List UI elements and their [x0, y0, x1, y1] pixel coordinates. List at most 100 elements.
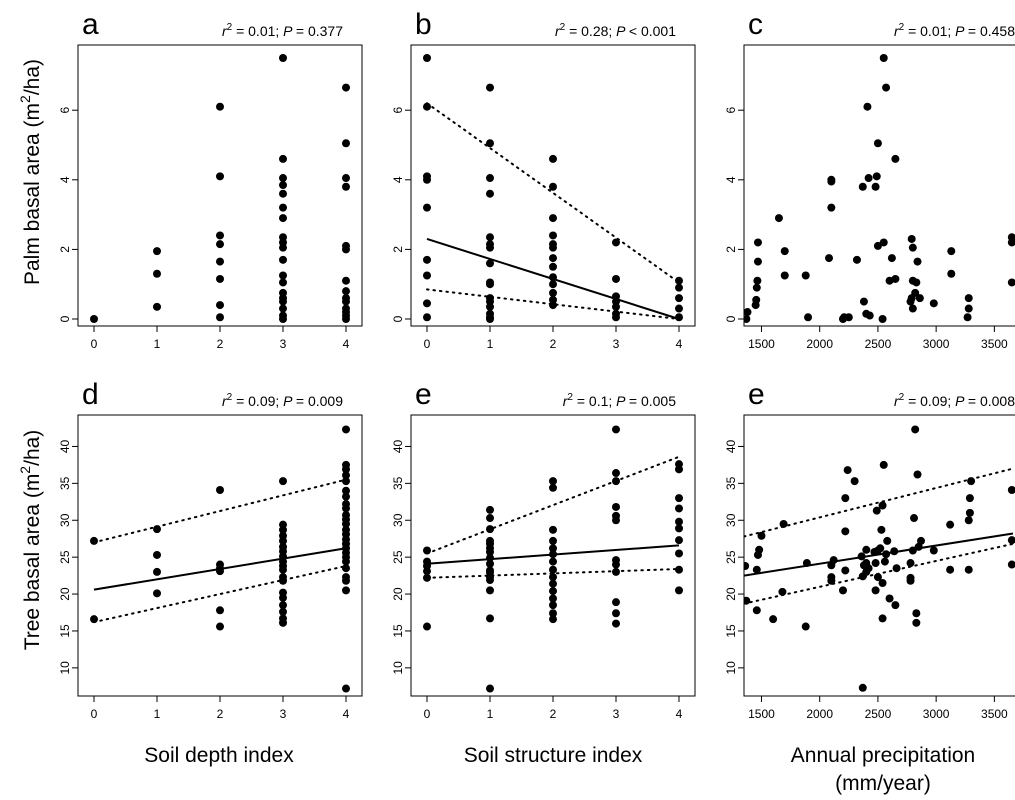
y-tick-label: 20	[58, 587, 72, 601]
data-point	[752, 606, 761, 615]
data-point	[423, 622, 431, 631]
data-point	[857, 552, 866, 561]
data-point	[612, 502, 620, 511]
data-point	[342, 564, 350, 573]
data-point	[153, 525, 161, 534]
data-point	[1007, 278, 1015, 287]
data-point	[153, 550, 161, 559]
x-tick-label: 3500	[981, 707, 1008, 721]
data-point	[852, 255, 861, 264]
data-point	[423, 255, 431, 264]
data-point	[892, 564, 901, 573]
data-point	[887, 254, 896, 263]
x-tick-label: 3	[613, 337, 620, 351]
x-tick-label: 2	[217, 707, 224, 721]
data-point	[908, 243, 917, 252]
plot-area	[90, 54, 350, 323]
data-point	[864, 174, 873, 183]
data-point	[216, 240, 224, 249]
data-point	[612, 556, 620, 565]
data-point	[279, 154, 287, 163]
data-point	[838, 586, 847, 595]
data-point	[342, 425, 350, 434]
plot-area	[423, 425, 683, 693]
data-point	[675, 524, 683, 533]
data-point	[862, 545, 871, 554]
data-point	[279, 189, 287, 198]
data-point	[279, 255, 287, 264]
data-point	[549, 557, 557, 566]
y-tick-label: 6	[58, 107, 72, 114]
y-tick-label: 2	[391, 246, 405, 253]
data-point	[872, 506, 881, 515]
y-tick-label: 15	[58, 624, 72, 638]
y-tick-label: 6	[724, 107, 738, 114]
data-point	[486, 259, 494, 268]
data-point	[279, 614, 287, 623]
data-point	[1007, 485, 1015, 494]
y-tick-label: 15	[391, 624, 405, 638]
data-point	[612, 469, 620, 478]
data-point	[423, 54, 431, 62]
data-point	[342, 573, 350, 582]
data-point	[549, 550, 557, 559]
data-point	[612, 598, 620, 607]
data-point	[342, 460, 350, 469]
panel-e-6: e r2 = 0.09; P = 0.008 1500 2000 2500 3000 350…	[724, 378, 1015, 721]
ci-upper-line	[426, 102, 680, 284]
data-point	[279, 311, 287, 320]
data-point	[342, 294, 350, 303]
y-tick-label: 40	[58, 439, 72, 453]
data-point	[908, 304, 917, 313]
data-point	[780, 271, 789, 280]
data-point	[778, 587, 787, 596]
data-point	[890, 547, 899, 556]
data-point	[549, 288, 557, 297]
data-point	[675, 283, 683, 292]
data-point	[882, 83, 891, 92]
data-point	[612, 425, 620, 434]
y-tick-label: 30	[724, 513, 738, 527]
data-point	[342, 287, 350, 296]
data-point	[279, 181, 287, 190]
data-point	[752, 295, 761, 304]
x-tick-label: 3500	[981, 337, 1008, 351]
stats-label: r2 = 0.28; P < 0.001	[555, 22, 676, 39]
data-point	[675, 586, 683, 595]
data-point	[885, 594, 894, 603]
data-point	[486, 614, 494, 623]
y-tick-label: 30	[391, 513, 405, 527]
y-tick-label: 10	[391, 661, 405, 675]
stats-label: r2 = 0.09; P = 0.008	[894, 392, 1015, 409]
data-point	[675, 565, 683, 574]
data-point	[864, 564, 873, 573]
x-label-soil-depth: Soil depth index	[144, 744, 294, 767]
x-label-soil-structure: Soil structure index	[464, 744, 643, 767]
data-point	[342, 241, 350, 250]
data-point	[279, 531, 287, 540]
data-point	[891, 154, 900, 163]
x-tick-label: 0	[91, 707, 98, 721]
data-point	[423, 573, 431, 582]
data-point	[947, 269, 956, 278]
data-point	[486, 309, 494, 318]
x-tick-label: 1500	[748, 707, 775, 721]
data-point	[216, 274, 224, 283]
data-point	[216, 102, 224, 111]
y-tick-label: 4	[58, 176, 72, 183]
data-point	[549, 483, 557, 492]
data-point	[912, 609, 921, 618]
x-tick-label: 2	[217, 337, 224, 351]
data-point	[423, 299, 431, 308]
y-tick-label: 6	[391, 107, 405, 114]
data-point	[879, 460, 888, 469]
data-point	[872, 172, 881, 181]
data-point	[841, 527, 850, 536]
y-tick-label: 10	[724, 661, 738, 675]
data-point	[486, 559, 494, 568]
y-tick-label: 25	[724, 550, 738, 564]
data-point	[153, 589, 161, 598]
data-point	[752, 565, 761, 574]
data-point	[744, 308, 752, 317]
